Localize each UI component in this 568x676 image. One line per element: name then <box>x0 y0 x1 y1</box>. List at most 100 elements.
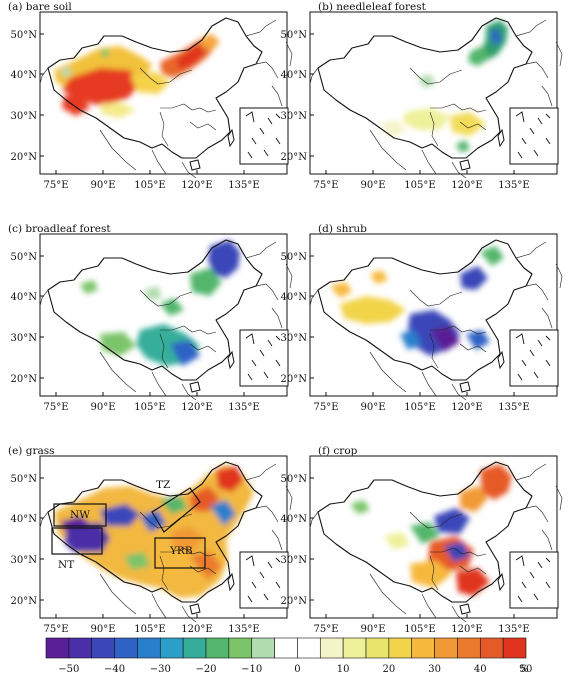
lat-tick-label: 50°N <box>281 252 308 263</box>
yrb-label: YRB <box>169 545 193 557</box>
lon-tick-label: 90°E <box>90 402 115 413</box>
lat-tick-label: 50°N <box>11 474 38 485</box>
tz-label: TZ <box>156 479 170 491</box>
lat-tick-label: 40°N <box>11 292 38 303</box>
lat-tick-label: 20°N <box>281 374 308 385</box>
lon-tick-label: 75°E <box>313 624 338 635</box>
lon-tick-label: 120°E <box>181 402 212 413</box>
colorbar-label: −50 <box>58 664 79 675</box>
lon-tick-label: 105°E <box>404 624 435 635</box>
colorbar-swatch <box>251 637 275 659</box>
tz-region-box <box>151 487 201 533</box>
colorbar: −50 −40 −30 −20 −10 0 10 20 30 40 50% <box>45 637 533 675</box>
latitude-labels: 50°N 40°N 30°N 20°N 50°N 40°N 30°N 20°N 50°N 40°N… <box>11 30 314 607</box>
lat-tick-label: 30°N <box>11 111 38 122</box>
colorbar-label: 20 <box>382 664 395 675</box>
lat-tick-label: 30°N <box>281 111 308 122</box>
lon-tick-label: 120°E <box>451 624 482 635</box>
lon-tick-label: 90°E <box>360 180 385 191</box>
lat-tick-label: 30°N <box>11 555 38 566</box>
colorbar-swatch <box>91 637 115 659</box>
panel-a <box>39 11 293 179</box>
colorbar-label: −30 <box>150 664 171 675</box>
colorbar-swatch <box>388 637 413 659</box>
colorbar-swatch <box>182 637 207 659</box>
panel-c-title: (c) broadleaf forest <box>8 223 111 235</box>
colorbar-swatch <box>479 637 504 659</box>
colorbar-swatch <box>228 637 253 659</box>
colorbar-swatch <box>297 637 321 659</box>
lon-tick-label: 75°E <box>313 402 338 413</box>
colorbar-swatch <box>434 637 458 659</box>
colorbar-swatch <box>365 637 390 659</box>
lat-tick-label: 20°N <box>11 152 38 163</box>
lon-tick-label: 135°E <box>228 624 259 635</box>
colorbar-label: 0 <box>294 664 300 675</box>
panel-a-title: (a) bare soil <box>8 1 72 13</box>
nw-region-box <box>53 503 107 527</box>
colorbar-swatch <box>205 637 230 659</box>
shrub-shading <box>330 246 504 356</box>
lon-tick-label: 120°E <box>181 180 212 191</box>
lat-tick-label: 50°N <box>11 30 38 41</box>
nw-label: NW <box>70 509 90 521</box>
colorbar-label: −40 <box>104 664 125 675</box>
colorbar-label: −20 <box>195 664 216 675</box>
lon-tick-label: 105°E <box>404 180 435 191</box>
panel-titles: (a) bare soil (b) needleleaf forest (c) … <box>8 1 427 457</box>
colorbar-swatch <box>68 637 93 659</box>
lon-tick-label: 135°E <box>498 402 529 413</box>
lat-tick-label: 20°N <box>11 596 38 607</box>
colorbar-swatch <box>457 637 481 659</box>
lat-tick-label: 40°N <box>11 70 38 81</box>
colorbar-swatch <box>114 637 138 659</box>
lat-tick-label: 50°N <box>281 30 308 41</box>
crop-shading <box>350 464 512 596</box>
nt-region-box <box>51 527 103 555</box>
colorbar-label: 40 <box>474 664 487 675</box>
lon-tick-label: 120°E <box>451 180 482 191</box>
longitude-labels: 75°E 90°E 105°E 120°E 135°E 75°E 90°E 105°E 120°… <box>43 170 530 635</box>
lat-tick-label: 40°N <box>281 70 308 81</box>
lon-tick-label: 75°E <box>43 180 68 191</box>
colorbar-swatch <box>502 637 527 659</box>
lon-tick-label: 135°E <box>498 624 529 635</box>
lon-tick-label: 105°E <box>404 402 435 413</box>
lat-tick-label: 50°N <box>281 474 308 485</box>
panel-d <box>309 233 563 401</box>
grass-shading <box>54 464 254 598</box>
colorbar-swatch <box>274 637 298 659</box>
yrb-region-box <box>154 537 206 569</box>
panel-f <box>309 455 563 623</box>
lon-tick-label: 90°E <box>360 402 385 413</box>
panel-d-title: (d) shrub <box>318 223 367 235</box>
lon-tick-label: 90°E <box>360 624 385 635</box>
colorbar-label: −10 <box>241 664 262 675</box>
lon-tick-label: 75°E <box>43 624 68 635</box>
lat-tick-label: 20°N <box>281 596 308 607</box>
lat-tick-label: 30°N <box>281 333 308 344</box>
colorbar-label: 50 <box>520 664 533 675</box>
panel-b-title: (b) needleleaf forest <box>318 1 427 13</box>
lon-tick-label: 105°E <box>134 624 165 635</box>
lon-tick-label: 90°E <box>90 180 115 191</box>
lat-tick-label: 30°N <box>281 555 308 566</box>
colorbar-swatch <box>411 637 435 659</box>
broadleaf-shading <box>80 240 240 366</box>
lon-tick-label: 120°E <box>181 624 212 635</box>
lon-tick-label: 75°E <box>43 402 68 413</box>
colorbar-swatch <box>159 637 184 659</box>
lon-tick-label: 105°E <box>134 402 165 413</box>
panel-f-title: (f) crop <box>318 445 358 457</box>
lat-tick-label: 40°N <box>281 514 308 525</box>
lon-tick-label: 135°E <box>228 180 259 191</box>
lat-tick-label: 40°N <box>11 514 38 525</box>
lat-tick-label: 30°N <box>11 333 38 344</box>
lat-tick-label: 20°N <box>281 152 308 163</box>
lon-tick-label: 105°E <box>134 180 165 191</box>
lat-tick-label: 50°N <box>11 252 38 263</box>
bare-soil-shading <box>54 34 220 118</box>
lon-tick-label: 135°E <box>498 180 529 191</box>
lon-tick-label: 135°E <box>228 402 259 413</box>
